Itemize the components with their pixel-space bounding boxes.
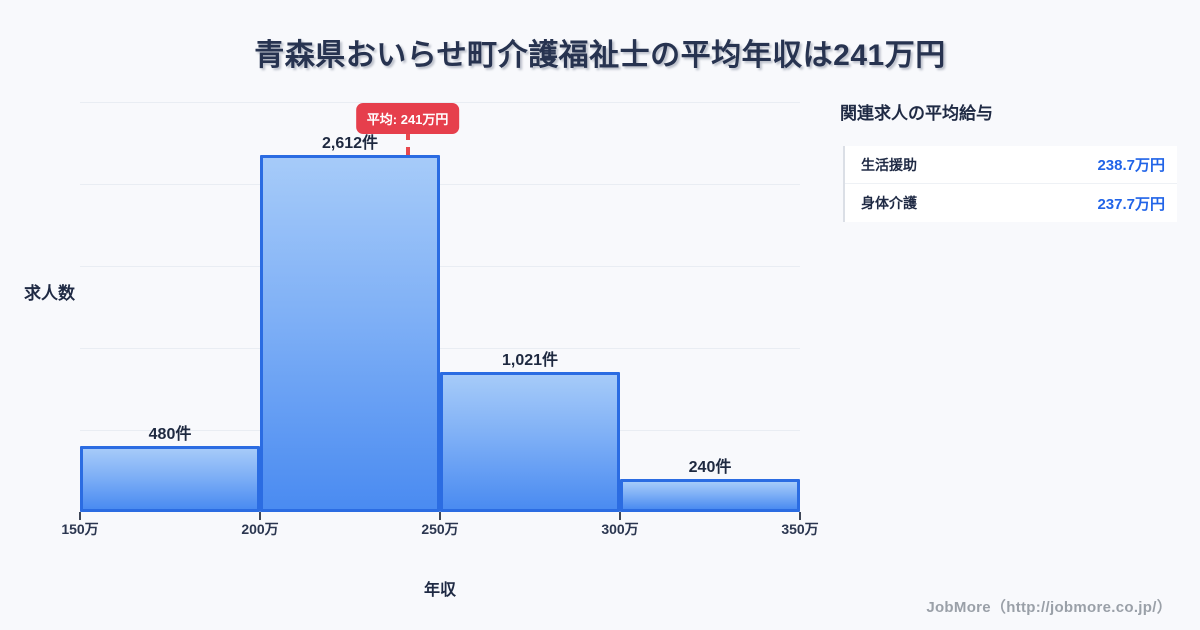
page-title: 青森県おいらせ町介護福祉士の平均年収は241万円 — [254, 39, 946, 72]
x-axis-label: 年収 — [423, 582, 456, 599]
related-job-row: 身体介護 237.7万円 — [845, 184, 1177, 222]
x-tick-label: 250万 — [421, 521, 459, 537]
histogram-bar — [260, 155, 440, 512]
average-badge: 平均: 241万円 — [355, 103, 460, 134]
histogram-bar — [440, 372, 620, 512]
x-tick-label: 200万 — [241, 521, 279, 537]
bar-value-label: 2,612件 — [321, 135, 379, 153]
gridline — [80, 266, 800, 267]
bar-value-label: 240件 — [688, 459, 732, 477]
gridline — [80, 184, 800, 185]
related-jobs-heading: 関連求人の平均給与 — [840, 104, 993, 123]
histogram-bar — [620, 479, 800, 512]
bar-value-label: 1,021件 — [501, 352, 559, 370]
x-tick-mark — [619, 512, 621, 520]
x-tick-mark — [799, 512, 801, 520]
related-job-label: 身体介護 — [861, 195, 917, 211]
x-tick-mark — [79, 512, 81, 520]
x-tick-label: 350万 — [781, 521, 819, 537]
histogram-bar — [80, 446, 260, 512]
related-job-value: 237.7万円 — [1097, 195, 1165, 213]
related-jobs-table: 生活援助 238.7万円身体介護 237.7万円 — [843, 146, 1177, 222]
bar-value-label: 480件 — [148, 426, 192, 444]
x-tick-mark — [259, 512, 261, 520]
gridline — [80, 102, 800, 103]
x-tick-label: 300万 — [601, 521, 639, 537]
related-job-value: 238.7万円 — [1097, 157, 1165, 174]
x-tick-label: 150万 — [61, 521, 99, 537]
y-axis-label: 求人数 — [24, 284, 75, 303]
x-tick-mark — [439, 512, 441, 520]
footer-credit: JobMore（http://jobmore.co.jp/） — [926, 599, 1172, 616]
related-job-row: 生活援助 238.7万円 — [845, 146, 1177, 184]
related-job-label: 生活援助 — [861, 156, 917, 173]
gridline — [80, 348, 800, 349]
